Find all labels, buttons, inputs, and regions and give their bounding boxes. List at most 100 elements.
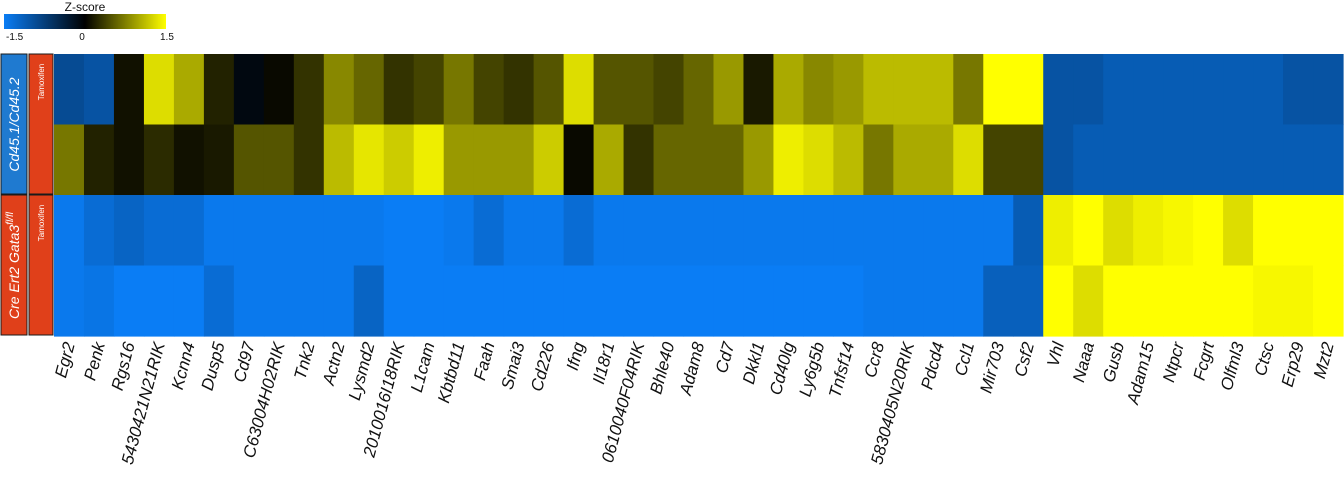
heatmap-cell [1313,54,1344,126]
heatmap-cell [623,265,655,337]
heatmap-cell [1133,124,1164,196]
gene-label: Egr2 [51,340,79,380]
heatmap-cell [113,54,145,126]
heatmap-cell [1253,195,1284,267]
heatmap-cell [743,124,775,196]
heatmap-cell [203,265,235,337]
heatmap-cell [413,54,445,126]
heatmap-cell [143,54,175,126]
heatmap-cell [773,265,805,337]
heatmap-cell [503,195,535,267]
heatmap-cell [473,195,505,267]
heatmap-cell [263,265,295,337]
heatmap-cell [893,54,924,126]
heatmap-cell [653,195,685,267]
gene-label: Cd226 [527,340,558,394]
heatmap-cell [1223,54,1254,126]
group-bar [0,53,28,195]
heatmap-cell [173,124,205,196]
heatmap-cell [713,195,745,267]
heatmap-cell [1103,54,1134,126]
group-label-superscript: fl/fl [5,211,16,225]
gene-label: Tnfsf14 [825,340,858,400]
heatmap-cell [413,124,445,196]
gene-label: Dusp5 [198,340,229,393]
heatmap-cell [503,265,535,337]
heatmap-cell [1043,195,1074,267]
heatmap-cell [743,54,775,126]
heatmap-cell [443,265,475,337]
heatmap-cell [1073,195,1104,267]
heatmap-cell [983,54,1014,126]
heatmap-cell [1013,195,1044,267]
heatmap-cell [1193,265,1224,337]
heatmap-cell [743,195,775,267]
heatmap-cell [863,54,894,126]
heatmap-cell [833,54,864,126]
heatmap-cell [713,54,745,126]
heatmap-cell [113,124,145,196]
heatmap-cell [623,195,655,267]
heatmap-cell [173,54,205,126]
heatmap-cell [83,124,115,196]
heatmap-cell [593,54,625,126]
gene-label: Naaa [1069,340,1098,384]
heatmap-cell [773,54,805,126]
heatmap-cell [473,124,505,196]
heatmap-cell [713,265,745,337]
heatmap-cell [1163,124,1194,196]
heatmap-cell [623,124,655,196]
heatmap-cell [1283,265,1314,337]
heatmap-cell [653,54,685,126]
heatmap-cell [533,265,565,337]
gene-label: Il18r1 [589,340,618,386]
gene-label: Lysmd2 [345,340,379,403]
heatmap-cell [533,54,565,126]
heatmap-cell [143,124,175,196]
heatmap-cell [443,54,475,126]
heatmap-cell [983,195,1014,267]
heatmap-cell [833,265,864,337]
heatmap-cell [593,265,625,337]
heatmap-cell [1223,124,1254,196]
heatmap-cell [54,124,85,196]
gene-label: Adam8 [676,340,709,398]
heatmap-cell [1163,265,1194,337]
heatmap-cell [983,265,1014,337]
heatmap-cell [203,124,235,196]
heatmap-cell [1283,195,1314,267]
gene-label: Actn2 [319,340,349,388]
gene-label: Rgs16 [108,340,139,393]
heatmap-cell [1313,124,1344,196]
heatmap-cell [1193,195,1224,267]
gene-label: Ifng [563,340,589,373]
heatmap-cell [953,195,984,267]
heatmap-cell [593,124,625,196]
heatmap-cell [383,54,415,126]
heatmap-cell [1043,124,1074,196]
colorscale-tick-label: 0 [79,32,85,43]
colorscale-tick-label: 1.5 [160,32,174,43]
gene-label: Olfml3 [1217,340,1248,393]
heatmap-cell [383,124,415,196]
heatmap-cell [863,265,894,337]
heatmap-cell [353,195,385,267]
gene-label: Cd7 [712,340,739,376]
heatmap-cell [503,54,535,126]
gene-label: Penk [80,339,109,383]
heatmap-cell [773,124,805,196]
gene-label: Kcnn4 [168,340,199,391]
heatmap-cell [1133,195,1164,267]
gene-label: L1cam [407,340,439,394]
gene-label: Mir703 [976,340,1008,396]
heatmap-cell [533,195,565,267]
color-scale: Z-score -1.5 0 1.5 [4,0,174,43]
heatmap-cell [563,124,595,196]
heatmap-cell [54,195,85,267]
heatmap-cell [1253,265,1284,337]
heatmap-cell [1133,54,1164,126]
heatmap-cell [113,195,145,267]
heatmap-cell [54,265,85,337]
gene-label: Faah [470,340,498,382]
